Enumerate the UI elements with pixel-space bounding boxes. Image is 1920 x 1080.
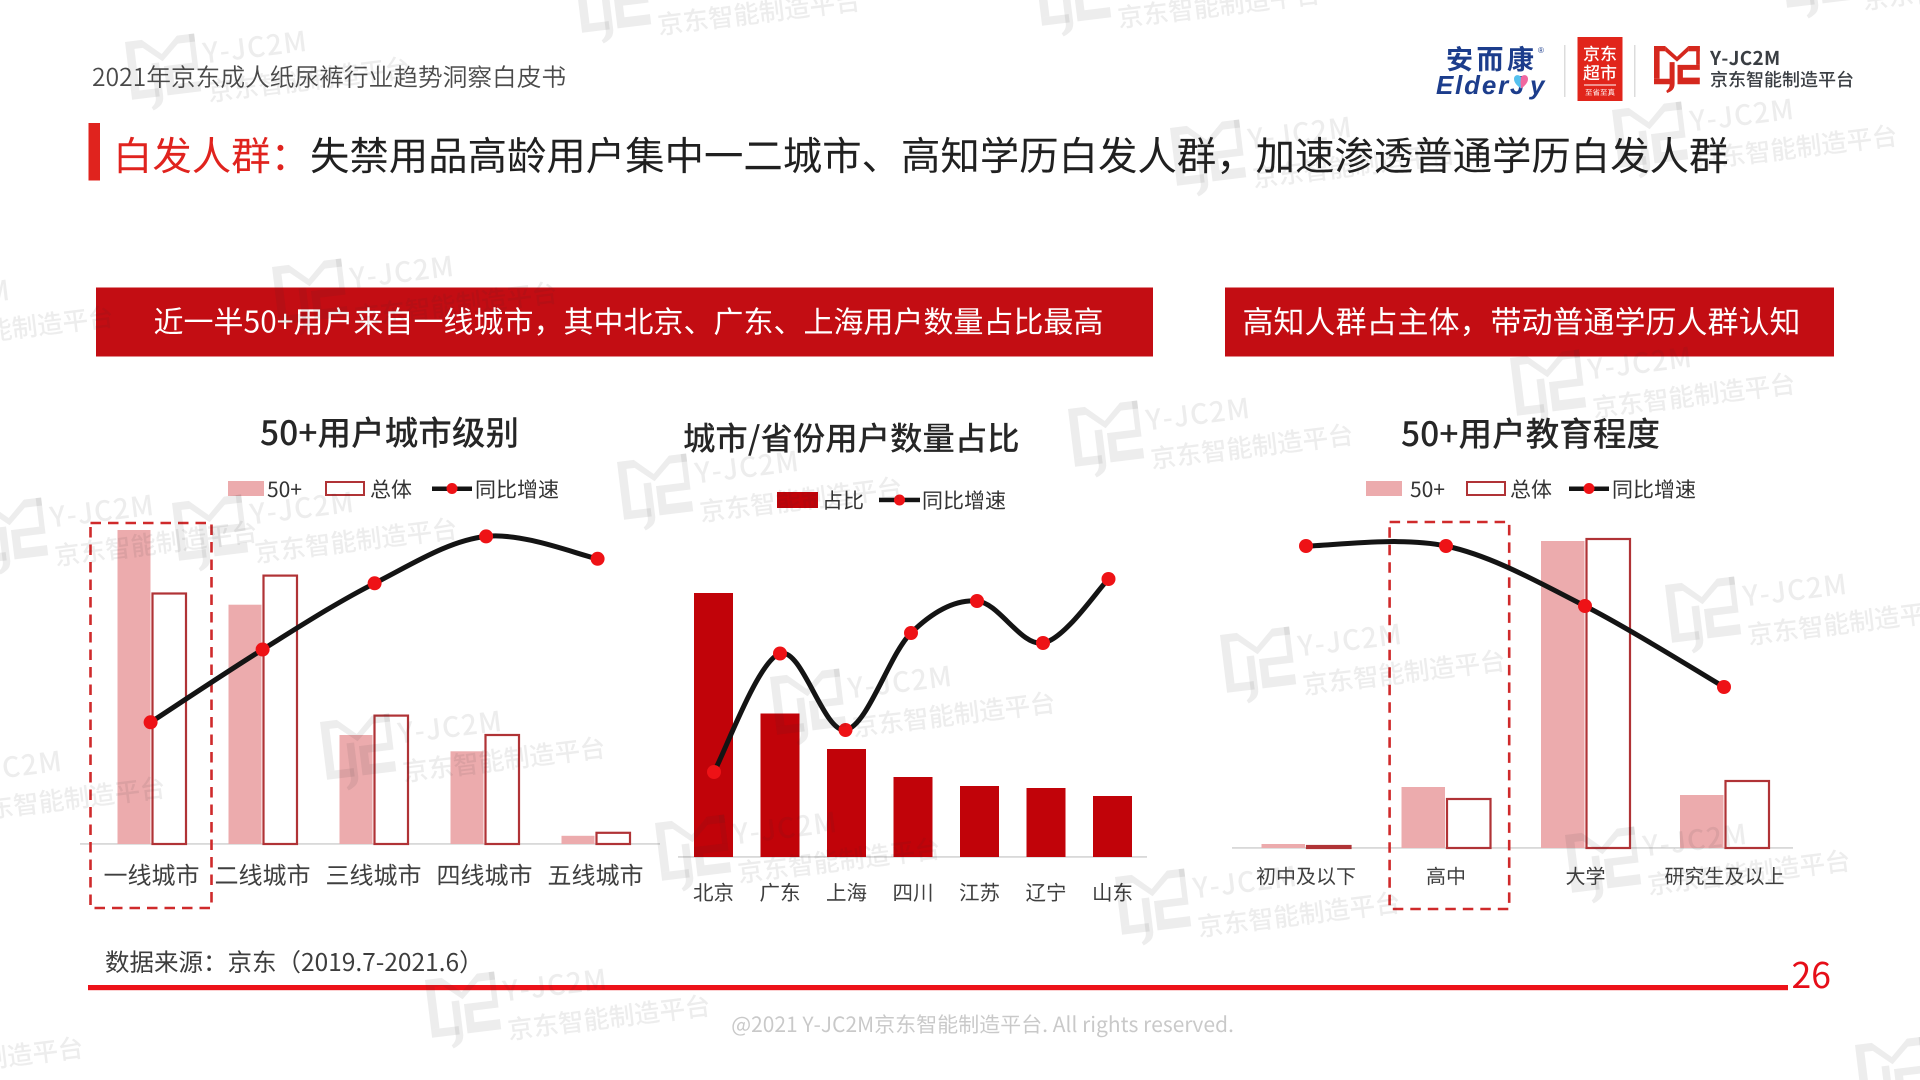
svg-text:y: y <box>1528 70 1546 100</box>
svg-text:ElderJ: ElderJ <box>1436 70 1526 100</box>
svg-text:®: ® <box>1538 46 1544 55</box>
